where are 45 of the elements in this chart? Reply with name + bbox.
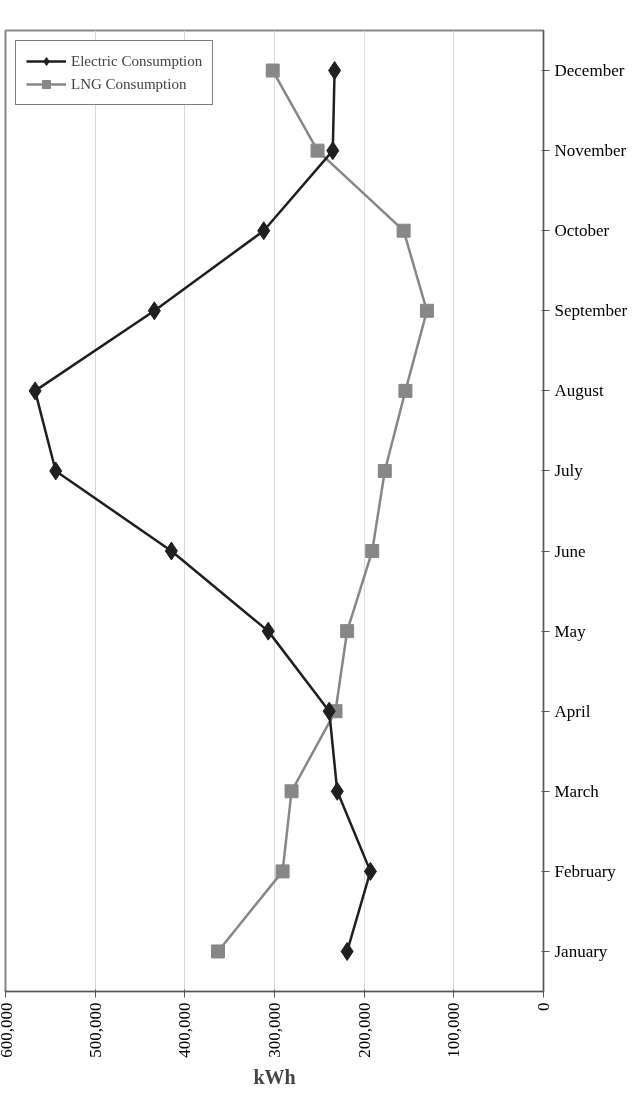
point	[284, 784, 299, 799]
x-tick-label: 0	[534, 1002, 553, 1011]
x-tick-label: 500,000	[85, 1002, 105, 1058]
point	[377, 463, 392, 478]
x-tick-label: 400,000	[175, 1002, 195, 1058]
y-tick-label: March	[554, 781, 600, 801]
x-tick-label: 600,000	[0, 1002, 16, 1058]
x-axis-title: kWh	[253, 1065, 296, 1088]
y-tick-label: December	[554, 61, 625, 81]
y-tick-label: January	[554, 941, 608, 961]
point	[275, 864, 290, 879]
y-tick-label: November	[554, 141, 627, 161]
y-tick-label: May	[554, 621, 587, 641]
point	[49, 461, 63, 481]
point	[164, 541, 178, 561]
y-tick-label: June	[554, 541, 586, 561]
point	[328, 61, 342, 81]
point	[28, 381, 42, 401]
point	[398, 383, 413, 398]
x-tick-label: 200,000	[354, 1002, 374, 1058]
point	[211, 944, 226, 959]
point	[326, 141, 340, 161]
point	[322, 701, 336, 721]
x-tick-label: 300,000	[265, 1002, 284, 1058]
y-tick-label: September	[554, 301, 628, 321]
point	[363, 861, 377, 881]
point	[257, 221, 271, 241]
y-tick-label: February	[554, 861, 617, 881]
point	[419, 303, 434, 318]
point	[340, 941, 354, 961]
y-tick-label: August	[554, 381, 604, 401]
y-tick-label: October	[554, 221, 610, 241]
point	[261, 621, 275, 641]
point	[340, 624, 355, 639]
point	[265, 63, 280, 78]
point	[147, 301, 161, 321]
y-tick-label: July	[554, 461, 584, 481]
point	[365, 544, 380, 559]
point	[396, 223, 411, 238]
x-tick-label: 100,000	[444, 1002, 464, 1058]
point	[330, 781, 344, 801]
y-tick-label: April	[554, 701, 591, 721]
legend-label: Electric Consumption	[71, 52, 203, 70]
legend-label: LNG Consumption	[71, 75, 187, 93]
point	[310, 143, 325, 158]
